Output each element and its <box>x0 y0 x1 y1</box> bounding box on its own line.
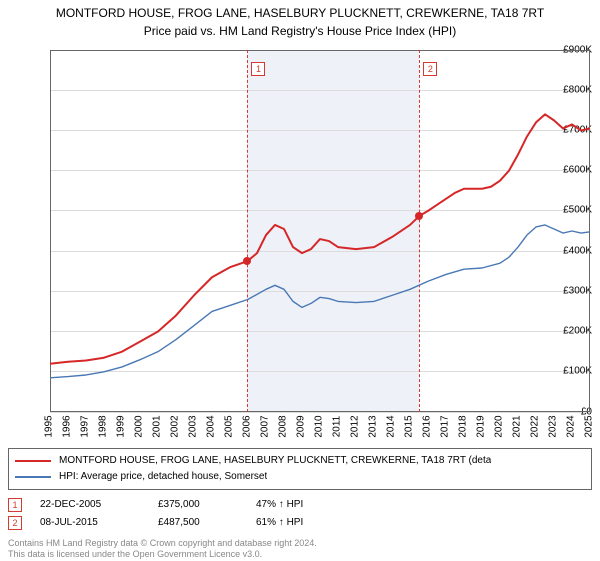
legend-row: HPI: Average price, detached house, Some… <box>15 469 585 485</box>
transaction-row: 1 22-DEC-2005 £375,000 47% ↑ HPI <box>8 496 592 514</box>
x-tick-label: 2007 <box>260 415 271 437</box>
tx-index: 2 <box>8 516 22 530</box>
tx-pct: 47% ↑ HPI <box>256 499 346 510</box>
x-tick-label: 2001 <box>152 415 163 437</box>
data-marker <box>243 257 251 265</box>
x-tick-label: 1999 <box>116 415 127 437</box>
legend-label: MONTFORD HOUSE, FROG LANE, HASELBURY PLU… <box>59 455 491 466</box>
x-tick-label: 2000 <box>134 415 145 437</box>
x-tick-label: 2003 <box>188 415 199 437</box>
transaction-row: 2 08-JUL-2015 £487,500 61% ↑ HPI <box>8 514 592 532</box>
x-tick-label: 2004 <box>206 415 217 437</box>
tx-price: £375,000 <box>158 499 238 510</box>
x-tick-label: 2012 <box>350 415 361 437</box>
x-tick-label: 2009 <box>296 415 307 437</box>
x-tick-label: 2002 <box>170 415 181 437</box>
tx-index: 1 <box>8 498 22 512</box>
x-tick-label: 1995 <box>44 415 55 437</box>
x-tick-label: 1998 <box>98 415 109 437</box>
footnote: Contains HM Land Registry data © Crown c… <box>8 538 592 561</box>
x-tick-label: 2016 <box>422 415 433 437</box>
x-tick-label: 2020 <box>494 415 505 437</box>
tx-date: 22-DEC-2005 <box>40 499 140 510</box>
x-tick-label: 1996 <box>62 415 73 437</box>
series-line-hpi <box>50 225 590 378</box>
x-tick-label: 2019 <box>476 415 487 437</box>
x-tick-label: 2025 <box>584 415 595 437</box>
tx-price: £487,500 <box>158 517 238 528</box>
tx-pct: 61% ↑ HPI <box>256 517 346 528</box>
x-tick-label: 2006 <box>242 415 253 437</box>
x-tick-label: 2021 <box>512 415 523 437</box>
x-tick-label: 2011 <box>331 415 342 437</box>
x-tick-label: 2017 <box>440 415 451 437</box>
x-tick-label: 2018 <box>458 415 469 437</box>
legend-swatch <box>15 476 51 478</box>
legend-label: HPI: Average price, detached house, Some… <box>59 471 267 482</box>
footnote-line: This data is licensed under the Open Gov… <box>8 549 592 561</box>
footnote-line: Contains HM Land Registry data © Crown c… <box>8 538 592 550</box>
tx-date: 08-JUL-2015 <box>40 517 140 528</box>
series-line-price_paid <box>50 114 590 363</box>
x-tick-label: 2014 <box>386 415 397 437</box>
x-tick-label: 2010 <box>314 415 325 437</box>
series-svg <box>8 42 592 442</box>
transaction-table: 1 22-DEC-2005 £375,000 47% ↑ HPI 2 08-JUL-201… <box>8 496 592 532</box>
x-tick-label: 2022 <box>530 415 541 437</box>
x-tick-label: 2015 <box>404 415 415 437</box>
chart-area: £0£100K£200K£300K£400K£500K£600K£700K£80… <box>8 42 592 442</box>
x-tick-label: 1997 <box>80 415 91 437</box>
x-tick-label: 2008 <box>278 415 289 437</box>
chart-subtitle: Price paid vs. HM Land Registry's House … <box>8 24 592 38</box>
x-tick-label: 2005 <box>224 415 235 437</box>
x-tick-label: 2023 <box>548 415 559 437</box>
legend-swatch <box>15 460 51 462</box>
chart-container: MONTFORD HOUSE, FROG LANE, HASELBURY PLU… <box>0 0 600 560</box>
chart-title: MONTFORD HOUSE, FROG LANE, HASELBURY PLU… <box>8 6 592 22</box>
data-marker <box>415 212 423 220</box>
legend: MONTFORD HOUSE, FROG LANE, HASELBURY PLU… <box>8 448 592 490</box>
legend-row: MONTFORD HOUSE, FROG LANE, HASELBURY PLU… <box>15 453 585 469</box>
x-tick-label: 2013 <box>368 415 379 437</box>
x-tick-label: 2024 <box>566 415 577 437</box>
